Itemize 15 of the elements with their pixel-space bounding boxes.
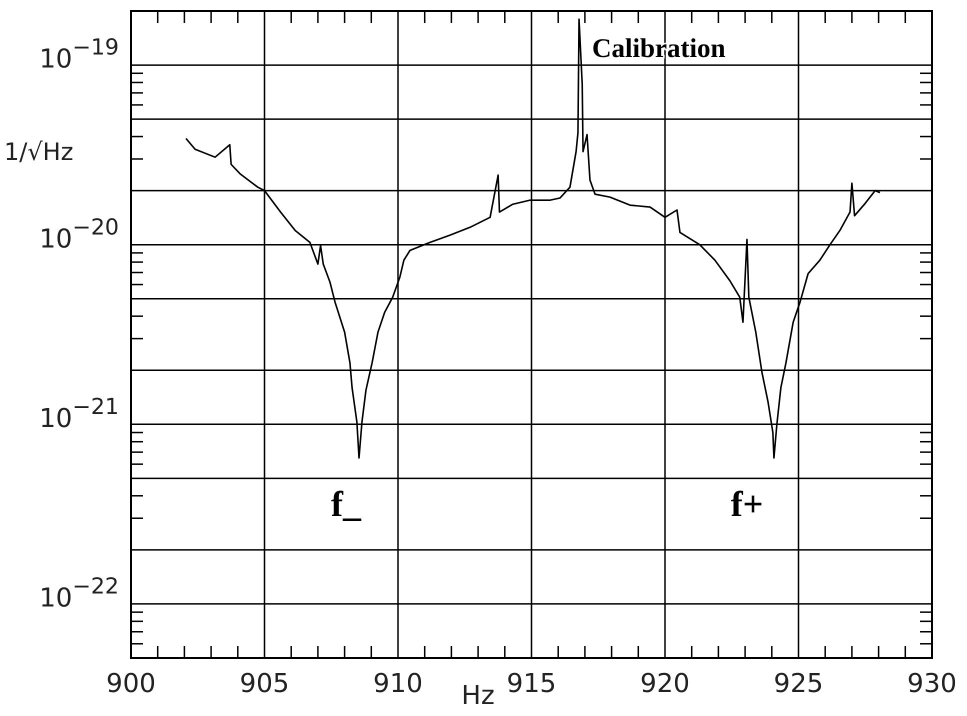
x-tick-label: 915	[506, 669, 556, 699]
y-tick-label: 10$^{−22}$	[39, 574, 119, 614]
x-tick-label: 900	[106, 669, 156, 699]
x-tick-label: 910	[373, 669, 423, 699]
x-axis-title: Hz	[461, 681, 495, 711]
x-tick-label: 925	[774, 669, 824, 699]
x-tick-label: 920	[640, 669, 690, 699]
y-tick-label: 10$^{−20}$	[39, 214, 119, 254]
x-tick-label: 905	[240, 669, 290, 699]
y-axis-title: 1/√Hz	[4, 138, 74, 166]
x-tick-label: 930	[907, 669, 957, 699]
annotation: f+	[730, 484, 764, 524]
y-tick-label: 10$^{−21}$	[39, 394, 119, 434]
annotation: f_	[331, 484, 362, 524]
y-tick-label: 10$^{−19}$	[39, 34, 119, 75]
